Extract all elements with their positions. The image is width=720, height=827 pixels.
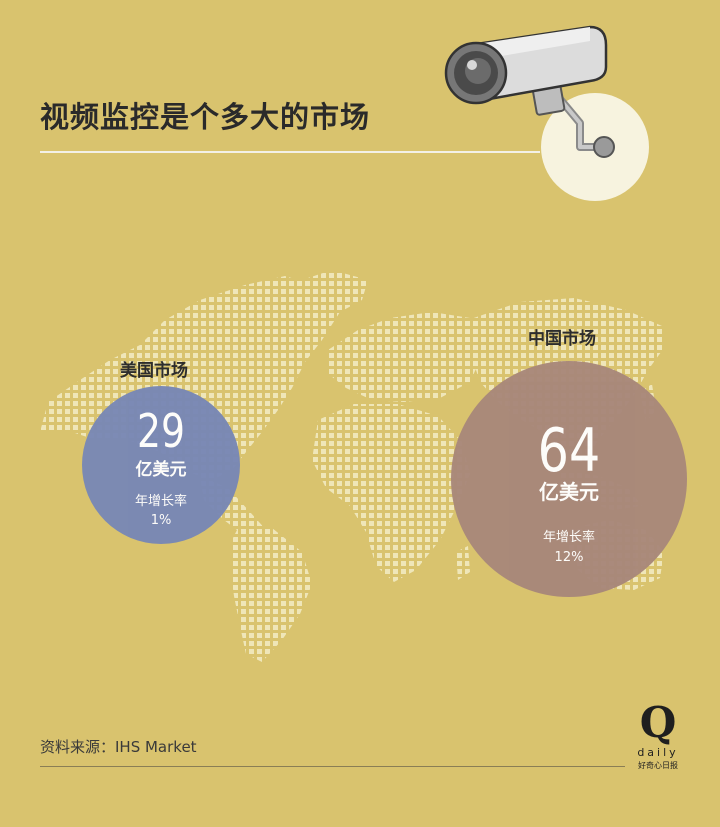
china-market-label: 中国市场 [528,329,596,349]
logo-subtitle: 好奇心日报 [638,761,678,770]
us-growth-label: 年增长率 [134,494,187,509]
footer-divider [40,766,625,767]
logo-wordmark: daily [637,746,679,759]
china-market-value: 64 [537,416,601,486]
us-market-bubble: 29 亿美元 年增长率 1% [82,386,240,544]
security-camera-icon [444,25,615,158]
us-market-label: 美国市场 [120,361,188,381]
us-market-value: 29 [136,404,185,458]
china-market-unit: 亿美元 [539,480,599,504]
us-growth-rate: 1% [150,513,172,528]
qdaily-logo: Q daily 好奇心日报 [630,702,686,772]
source-note: 资料来源：IHS Market [40,738,197,756]
us-market-unit: 亿美元 [135,460,187,480]
china-growth-label: 年增长率 [542,530,595,545]
title-divider [40,151,540,153]
page-title: 视频监控是个多大的市场 [40,100,371,134]
logo-letter: Q [639,698,677,747]
china-market-bubble: 64 亿美元 年增长率 12% [451,361,687,597]
china-growth-rate: 12% [554,550,584,565]
